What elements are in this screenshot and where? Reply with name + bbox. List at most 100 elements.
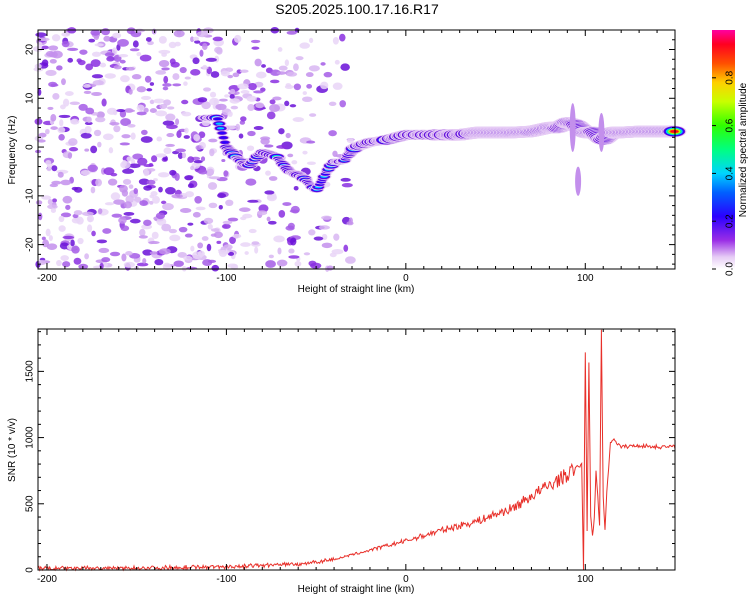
spectral-noise-blob	[96, 239, 108, 244]
spectral-noise-blob	[57, 126, 66, 134]
spectral-noise-blob	[299, 42, 310, 49]
y-tick-label: 500	[25, 495, 36, 512]
spectral-noise-blob	[103, 167, 115, 176]
spectral-noise-blob	[201, 119, 211, 127]
spectral-noise-blob	[184, 175, 194, 181]
x-tick-label: -100	[216, 273, 236, 284]
spectral-noise-blob	[192, 251, 204, 260]
spectral-noise-blob	[124, 108, 134, 113]
spectral-noise-blob	[38, 37, 50, 42]
spectral-noise-blob	[162, 203, 174, 211]
spectral-noise-blob	[121, 134, 131, 139]
spectral-noise-blob	[50, 126, 58, 130]
spectral-noise-blob	[136, 86, 147, 93]
spectral-noise-blob	[172, 73, 180, 81]
spectral-noise-blob	[87, 224, 93, 233]
spectral-noise-blob	[41, 195, 52, 200]
spectral-noise-blob	[174, 41, 181, 47]
spectral-noise-blob	[230, 105, 239, 110]
spectral-noise-blob	[340, 177, 351, 182]
spectral-noise-blob	[215, 103, 227, 111]
spectral-ridge-cell	[221, 141, 229, 144]
spectral-noise-blob	[132, 40, 139, 48]
snr-x-axis-label: Height of straight line (km)	[298, 584, 415, 595]
spectral-noise-blob	[61, 40, 70, 48]
x-tick-label: -200	[37, 574, 57, 585]
spectral-noise-blob	[286, 71, 298, 77]
spectral-noise-blob	[87, 164, 98, 173]
spectral-noise-blob	[200, 156, 206, 162]
spectral-noise-blob	[212, 36, 223, 42]
spectral-noise-blob	[209, 97, 220, 106]
spectral-noise-blob	[142, 258, 147, 264]
spectral-noise-blob	[199, 49, 204, 57]
spectral-noise-blob	[110, 192, 121, 201]
spectral-noise-blob	[90, 29, 101, 36]
spectral-amplitude-field	[33, 27, 687, 272]
spectral-noise-blob	[332, 36, 339, 45]
spectral-noise-blob	[308, 37, 314, 44]
spectral-noise-blob	[346, 138, 355, 144]
spectral-noise-blob	[158, 248, 171, 255]
spectral-noise-blob	[133, 28, 145, 33]
snr-series-line	[37, 329, 676, 572]
spectral-noise-blob	[190, 165, 195, 171]
spectral-noise-blob	[251, 241, 260, 245]
spectral-noise-blob	[181, 152, 187, 159]
spectral-noise-blob	[62, 195, 73, 204]
spectral-noise-blob	[46, 243, 58, 250]
spectral-noise-blob	[239, 120, 246, 125]
spectral-noise-blob	[108, 147, 114, 154]
spectral-noise-blob	[128, 163, 141, 169]
spectrogram-y-ticks: 20 10 0 -10 -20	[25, 29, 675, 265]
spectral-noise-blob	[56, 65, 63, 71]
spectral-noise-blob	[217, 193, 227, 199]
spectral-noise-blob	[273, 235, 285, 243]
spectral-noise-blob	[113, 65, 122, 70]
spectral-noise-blob	[101, 98, 107, 107]
spectral-noise-blob	[206, 243, 212, 252]
spectral-noise-blob	[139, 228, 146, 237]
colorbar-ticks: 0.0 0.2 0.4 0.6 0.8	[712, 70, 736, 276]
spectral-noise-blob	[143, 219, 152, 226]
spectral-noise-blob	[141, 129, 148, 136]
spectral-noise-blob	[87, 216, 93, 223]
spectral-noise-blob	[272, 96, 282, 101]
spectral-noise-blob	[348, 217, 353, 225]
spectral-noise-blob	[123, 211, 135, 216]
spectral-noise-blob	[244, 251, 249, 255]
spectral-noise-blob	[266, 111, 276, 120]
spectral-noise-blob	[158, 49, 171, 54]
spectral-noise-blob	[282, 202, 292, 206]
spectral-noise-blob	[313, 236, 324, 241]
spectral-noise-blob	[144, 75, 152, 83]
spectral-noise-blob	[90, 186, 96, 194]
spectral-noise-blob	[154, 258, 164, 266]
spectral-noise-blob	[181, 99, 189, 105]
spectral-noise-blob	[213, 231, 223, 239]
spectral-noise-blob	[60, 255, 70, 261]
y-tick-label: -20	[25, 237, 36, 252]
spectral-noise-blob	[109, 251, 121, 257]
spectral-noise-blob	[229, 98, 240, 104]
spectral-noise-blob	[57, 171, 64, 178]
spectral-noise-blob	[166, 132, 175, 138]
spectral-noise-blob	[137, 157, 148, 166]
spectral-noise-blob	[52, 92, 60, 100]
spectral-noise-blob	[149, 99, 155, 105]
spectral-noise-blob	[239, 69, 249, 73]
spectral-noise-blob	[48, 81, 58, 88]
spectral-noise-blob	[196, 31, 208, 38]
spectral-noise-blob	[155, 70, 167, 75]
spectral-noise-blob	[172, 83, 182, 87]
spectral-noise-blob	[246, 145, 255, 151]
spectral-noise-blob	[122, 178, 132, 185]
spectral-noise-blob	[58, 133, 65, 141]
spectral-noise-blob	[45, 228, 51, 237]
spectral-noise-blob	[102, 228, 112, 234]
spectral-noise-blob	[246, 95, 257, 102]
spectral-noise-blob	[84, 148, 90, 152]
spectral-noise-blob	[120, 225, 130, 232]
spectral-noise-blob	[61, 78, 66, 86]
